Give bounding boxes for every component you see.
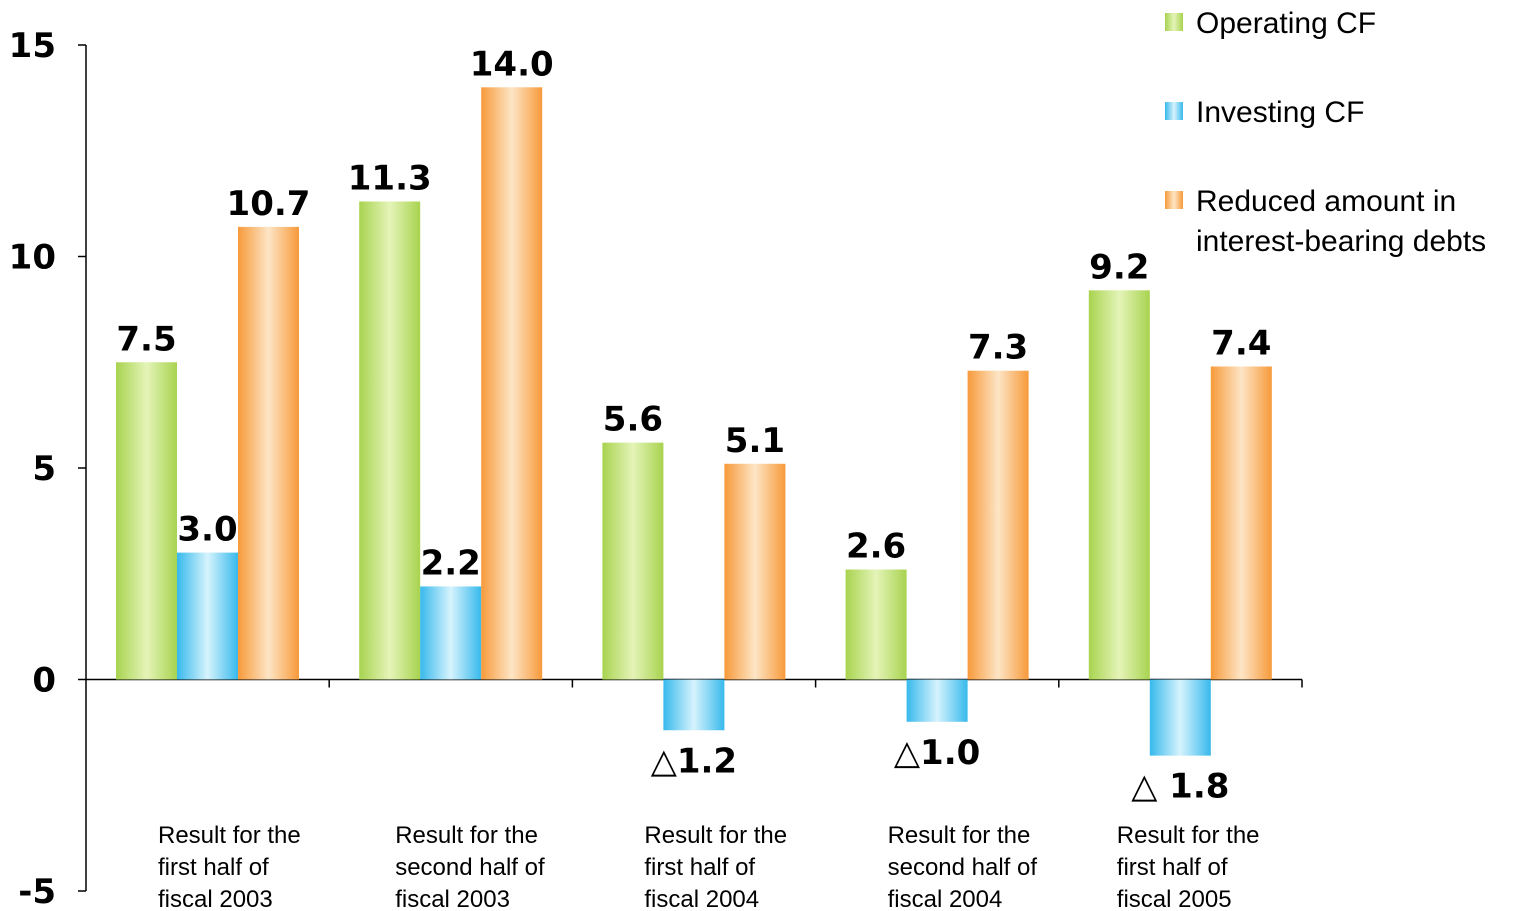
legend-label: Operating CF — [1196, 7, 1376, 40]
x-category-label-line: Result for the — [158, 822, 301, 849]
data-label: 2.2 — [421, 543, 481, 583]
y-tick-label: 15 — [9, 26, 56, 66]
x-category-label-line: Result for the — [888, 822, 1031, 849]
x-category-label-line: Result for the — [395, 822, 538, 849]
x-category-label-line: fiscal 2003 — [395, 886, 510, 911]
data-label: 11.3 — [348, 159, 432, 199]
legend-label-line: interest-bearing debts — [1196, 225, 1486, 258]
x-category-label-line: second half of — [395, 854, 545, 881]
bar-operating-cf — [1088, 290, 1150, 680]
x-category-label-line: first half of — [1117, 854, 1228, 881]
legend-swatch — [1165, 191, 1183, 209]
legend-swatch — [1165, 13, 1183, 31]
data-label: 2.6 — [846, 527, 906, 567]
bar-reduced-debts — [967, 370, 1029, 680]
bars — [116, 87, 1272, 756]
x-category-label: Result for the second half of fiscal 2004 — [888, 822, 1038, 911]
bar-reduced-debts — [1210, 366, 1272, 680]
bar-reduced-debts — [238, 226, 299, 680]
data-label: 7.4 — [1211, 323, 1271, 363]
bar-investing-cf — [906, 679, 968, 722]
legend-label-line: Operating CF — [1196, 7, 1376, 40]
x-category-label-line: first half of — [158, 854, 269, 881]
y-tick-label: 10 — [9, 238, 56, 278]
data-label: △ 1.8 — [1131, 767, 1229, 807]
data-label: 10.7 — [227, 184, 311, 224]
bar-reduced-debts — [481, 87, 543, 680]
x-category-label-line: Result for the — [644, 822, 787, 849]
legend-swatch — [1165, 102, 1183, 120]
data-label: 3.0 — [177, 510, 237, 550]
data-label: 7.3 — [968, 328, 1028, 368]
data-label: 7.5 — [116, 319, 176, 359]
x-category-label: Result for the first half of fiscal 2004 — [644, 822, 787, 911]
x-category-label-line: fiscal 2003 — [158, 886, 273, 911]
legend-label-line: Investing CF — [1196, 96, 1364, 129]
x-category-label: Result for the first half of fiscal 2005 — [1117, 822, 1260, 911]
bar-investing-cf — [1149, 679, 1211, 756]
axes: 15 10 5 0 -5 Result for the first half of fisca… — [9, 26, 1303, 911]
data-label: 9.2 — [1089, 247, 1149, 287]
legend-label: Investing CF — [1196, 96, 1364, 129]
x-category-label-line: fiscal 2005 — [1117, 886, 1232, 911]
y-tick-label: 0 — [32, 661, 56, 701]
x-category-label-line: first half of — [644, 854, 755, 881]
legend-label-line: Reduced amount in — [1196, 185, 1456, 218]
legend: Operating CF Investing CF Reduced amount i… — [1165, 7, 1486, 258]
bar-operating-cf — [359, 201, 421, 680]
data-label: 5.1 — [725, 421, 785, 461]
x-category-label-line: fiscal 2004 — [888, 886, 1003, 911]
data-label: △1.2 — [651, 741, 737, 781]
bar-operating-cf — [116, 362, 177, 680]
bar-investing-cf — [663, 679, 725, 731]
data-labels: 7.5 11.3 5.6 2.6 9.2 3.0 2.2 △1.2 △1.0 △ 1.8 10.7 1… — [116, 44, 1271, 806]
data-label: △1.0 — [894, 733, 980, 773]
data-label: 5.6 — [603, 400, 663, 440]
x-category-label-line: Result for the — [1117, 822, 1260, 849]
x-category-label-line: fiscal 2004 — [644, 886, 759, 911]
bar-investing-cf — [177, 552, 238, 680]
y-tick-label: 5 — [32, 449, 56, 489]
x-category-label-line: second half of — [888, 854, 1038, 881]
x-category-label: Result for the second half of fiscal 2003 — [395, 822, 545, 911]
bar-operating-cf — [845, 569, 907, 680]
bar-reduced-debts — [724, 463, 786, 680]
data-label: 14.0 — [470, 44, 554, 84]
y-tick-label: -5 — [18, 872, 56, 911]
bar-operating-cf — [602, 442, 664, 680]
x-category-label: Result for the first half of fiscal 2003 — [158, 822, 301, 911]
bar-investing-cf — [420, 586, 482, 680]
legend-label: Reduced amount in interest-bearing debts — [1196, 185, 1486, 258]
